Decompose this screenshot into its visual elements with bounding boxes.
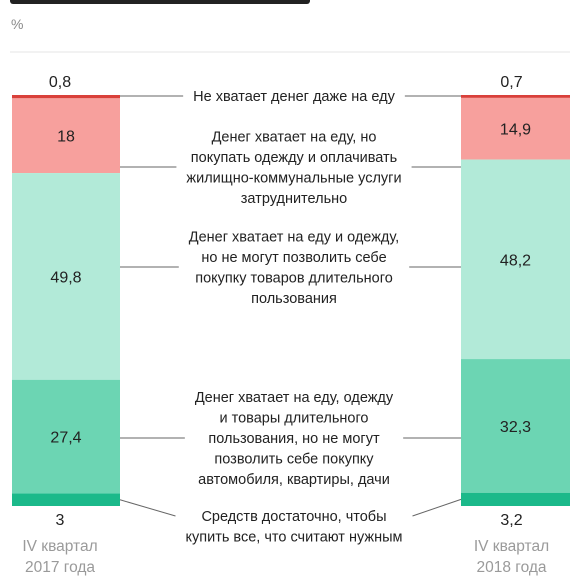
category-label-2-line-1: IV квартал (474, 538, 549, 555)
bar-segment-2-3 (461, 159, 570, 360)
value-label-2-1: 0,7 (500, 74, 522, 91)
category-label-1-line-1: IV квартал (22, 538, 97, 555)
series-label-3-line-4: пользования (251, 291, 337, 307)
bar-segment-2-2 (461, 97, 570, 160)
series-label-1-line-1: Не хватает денег даже на еду (193, 89, 395, 105)
series-label-3-line-3: покупку товаров длительного (195, 270, 393, 286)
value-label-2-3: 48,2 (500, 252, 531, 269)
title-cutoff (10, 0, 310, 4)
series-label-4-line-5: автомобиля, квартиры, дачи (198, 472, 390, 488)
series-label-2-line-1: Денег хватает на еду, но (212, 129, 377, 145)
category-label-2-line-2: 2018 года (476, 559, 546, 576)
bar-segment-2-4 (461, 359, 570, 493)
series-label-4-line-3: пользования, но не могут (208, 431, 380, 447)
category-label-1-line-2: 2017 года (25, 559, 95, 576)
value-label-2-4: 32,3 (500, 419, 531, 436)
series-label-3-line-2: но не могут позволить себе (201, 250, 386, 266)
connector-left-5 (119, 499, 176, 517)
value-label-1-3: 49,8 (50, 269, 81, 286)
series-label-4-line-2: и товары длительного (220, 411, 369, 427)
series-label-2-line-2: покупать одежду и оплачивать (191, 150, 397, 166)
bar-segment-1-5 (12, 493, 120, 506)
bar-segment-1-2 (12, 98, 120, 174)
series-label-5-line-2: купить все, что считают нужным (186, 529, 403, 545)
series-label-2-line-4: затруднительно (241, 191, 347, 207)
series-label-3-line-1: Денег хватает на еду и одежду, (189, 229, 399, 245)
value-label-2-5: 3,2 (500, 512, 522, 529)
bar-segment-1-3 (12, 173, 120, 380)
value-label-1-1: 0,8 (49, 74, 71, 91)
connector-right-5 (412, 498, 462, 517)
series-label-4-line-1: Денег хватает на еду, одежду (195, 390, 394, 406)
series-label-2-line-3: жилищно-коммунальные услуги (186, 170, 401, 186)
unit-label: % (11, 16, 24, 32)
value-label-1-4: 27,4 (50, 430, 81, 447)
bar-segment-1-4 (12, 379, 120, 494)
series-label-4-line-4: позволить себе покупку (214, 452, 374, 468)
bar-segment-1-1 (12, 95, 120, 99)
value-label-2-2: 14,9 (500, 122, 531, 139)
value-label-1-5: 3 (56, 512, 65, 529)
value-label-1-2: 18 (57, 129, 75, 146)
bar-segment-2-5 (461, 492, 570, 506)
series-label-5-line-1: Средств достаточно, чтобы (201, 509, 386, 525)
bar-segment-2-1 (461, 95, 570, 98)
